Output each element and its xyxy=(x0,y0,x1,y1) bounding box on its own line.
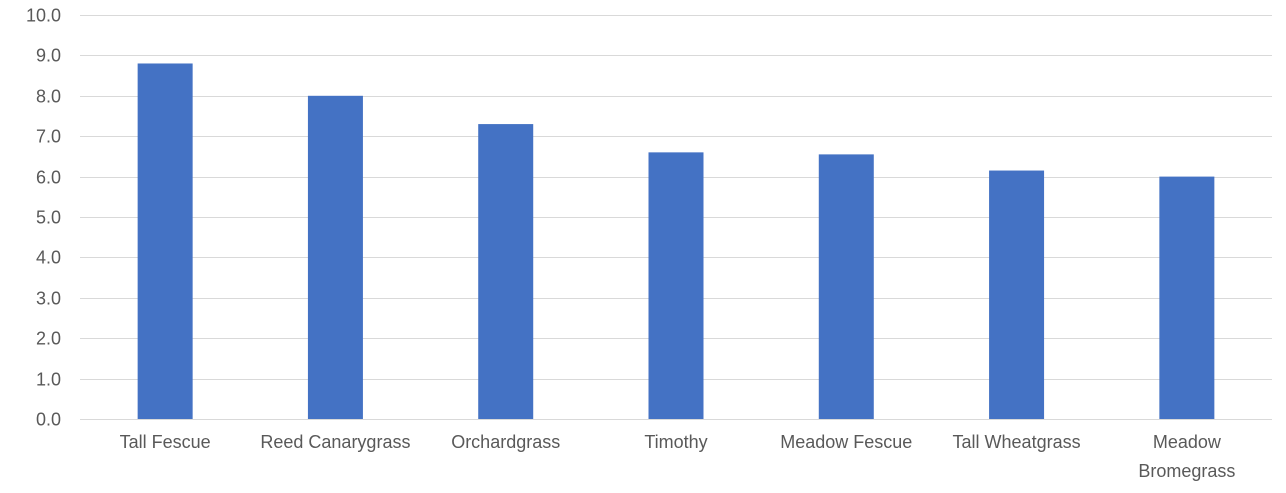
bar xyxy=(307,95,363,420)
y-tick-label: 0.0 xyxy=(36,410,61,430)
x-axis-category-labels: Tall Fescue Reed Canarygrass Orchardgrass T… xyxy=(120,432,1236,481)
y-tick-label: 4.0 xyxy=(36,248,61,268)
bar xyxy=(648,152,704,420)
x-category-label: Meadow Bromegrass xyxy=(1138,432,1235,481)
bars xyxy=(137,63,1215,420)
bar xyxy=(1159,176,1215,419)
x-category-label: Timothy xyxy=(644,432,707,452)
x-category-label: Orchardgrass xyxy=(451,432,560,452)
y-tick-label: 1.0 xyxy=(36,370,61,390)
y-tick-label: 2.0 xyxy=(36,329,61,349)
x-category-label: Tall Fescue xyxy=(120,432,211,452)
y-tick-label: 3.0 xyxy=(36,289,61,309)
bar xyxy=(137,63,193,419)
x-category-label: Reed Canarygrass xyxy=(260,432,410,452)
y-tick-label: 5.0 xyxy=(36,208,61,228)
x-category-label: Tall Wheatgrass xyxy=(953,432,1081,452)
bar xyxy=(478,124,534,419)
y-tick-label: 6.0 xyxy=(36,168,61,188)
bar xyxy=(818,154,874,419)
y-tick-label: 9.0 xyxy=(36,46,61,66)
bar xyxy=(989,170,1045,419)
y-tick-label: 7.0 xyxy=(36,127,61,147)
y-tick-label: 10.0 xyxy=(26,6,61,26)
x-category-label: Meadow Fescue xyxy=(780,432,912,452)
y-tick-label: 8.0 xyxy=(36,87,61,107)
y-axis-tick-labels: 0.0 1.0 2.0 3.0 4.0 5.0 6.0 7.0 8.0 9.0 10.0 xyxy=(26,6,61,430)
